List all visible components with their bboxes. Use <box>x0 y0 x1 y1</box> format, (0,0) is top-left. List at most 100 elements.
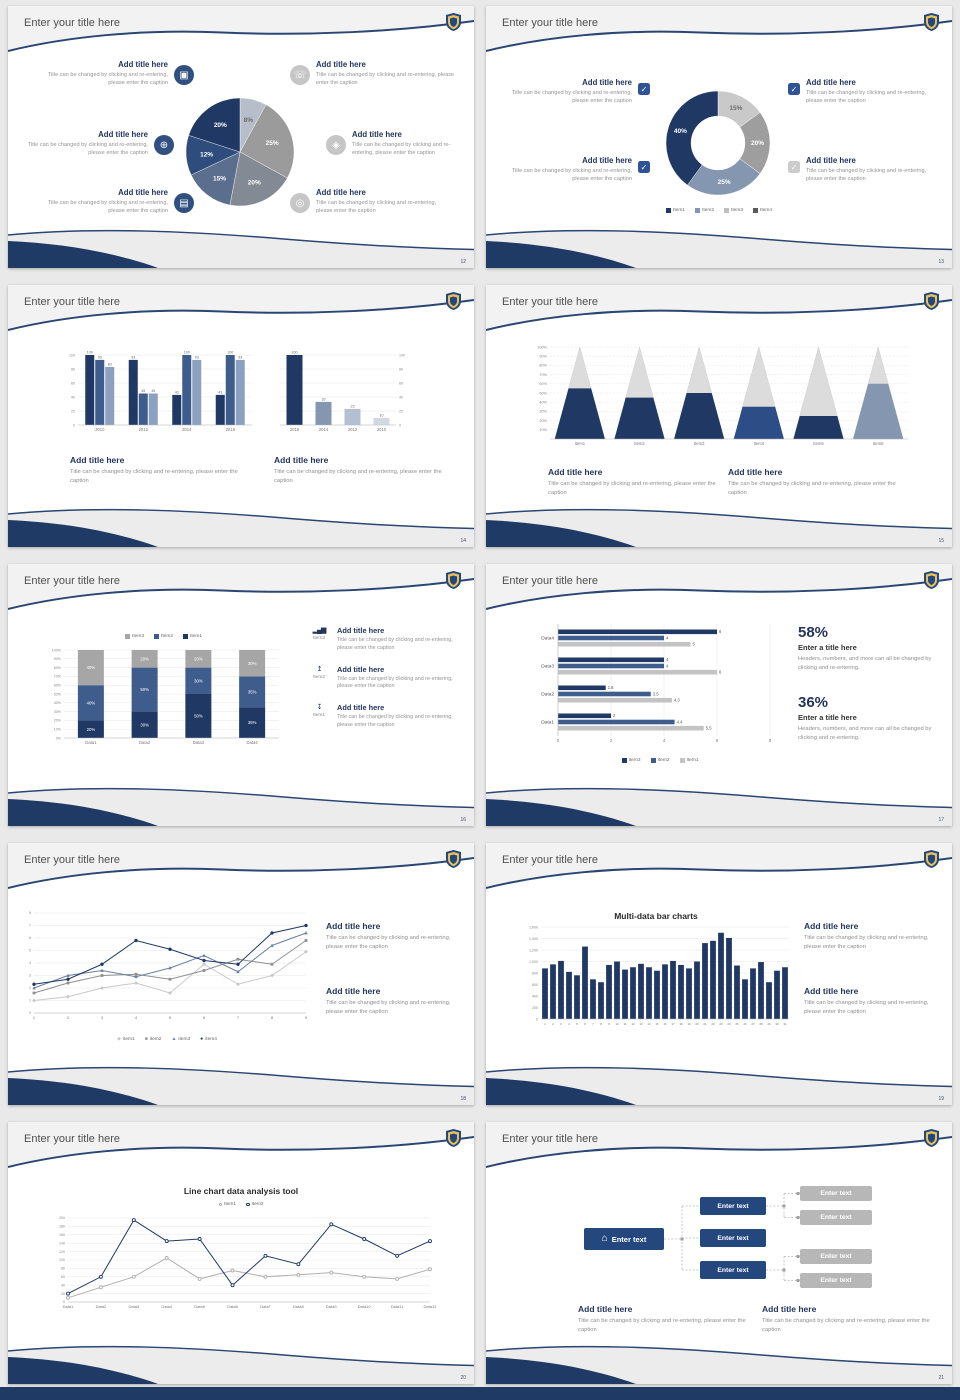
svg-text:100: 100 <box>184 350 190 354</box>
block-caption: Title can be changed by clicking and re-… <box>47 200 168 215</box>
block-caption: Title can be changed by clicking and re-… <box>326 1000 451 1015</box>
svg-text:40: 40 <box>71 395 75 399</box>
page-number: 16 <box>460 817 466 823</box>
block-title: Add title here <box>98 130 148 139</box>
top-swoosh-graphic <box>486 6 952 52</box>
svg-text:93: 93 <box>131 355 135 359</box>
svg-text:19: 19 <box>687 1022 691 1026</box>
svg-text:70%: 70% <box>539 373 547 377</box>
svg-text:3.5: 3.5 <box>653 691 659 696</box>
block-title: Add title here <box>326 921 381 931</box>
legend-item: Item3 <box>724 208 743 213</box>
svg-text:100%: 100% <box>537 345 547 349</box>
svg-text:Data1: Data1 <box>541 720 554 726</box>
top-swoosh-graphic <box>486 843 952 889</box>
svg-text:30%: 30% <box>248 661 257 666</box>
block-title: Add title here <box>806 78 856 87</box>
monitor-icon: ▣ <box>174 65 194 85</box>
svg-text:100: 100 <box>399 353 405 357</box>
legend-item: Item2 <box>246 1202 264 1207</box>
svg-text:43: 43 <box>218 390 222 394</box>
block-title: Add title here <box>316 188 366 197</box>
legend-marker <box>246 1202 250 1207</box>
hbar-legend: Item3 Item2 Item1 <box>526 758 794 763</box>
legend-swatch <box>125 634 130 639</box>
legend-item: Item2 <box>650 758 670 763</box>
block-title: Add title here <box>806 156 856 165</box>
svg-text:4: 4 <box>29 961 31 965</box>
block-title: Add title here <box>337 664 385 674</box>
svg-text:26: 26 <box>743 1022 747 1026</box>
page-number: 21 <box>938 1375 944 1381</box>
svg-text:2012: 2012 <box>139 427 149 432</box>
slide-thumbnail-19[interactable]: Enter your title here 19 Multi-data bar … <box>486 843 952 1105</box>
svg-text:15%: 15% <box>213 176 226 183</box>
legend-item: ■ item2 <box>144 1036 162 1043</box>
svg-text:43: 43 <box>175 390 179 394</box>
svg-text:8: 8 <box>769 738 772 743</box>
legend-marker: ◆ <box>117 1036 121 1042</box>
svg-text:6: 6 <box>203 1015 206 1020</box>
flow-box: Enter text <box>800 1273 872 1288</box>
legend-item: Item3 <box>125 634 144 639</box>
svg-text:0: 0 <box>399 423 401 427</box>
bottom-swoosh-graphic <box>8 229 474 268</box>
legend-item: ◆ item1 <box>117 1036 135 1043</box>
slide-thumbnail-17[interactable]: Enter your title here 17 0 2 4 6 8 Data4 6 4 5 Da… <box>486 564 952 826</box>
svg-text:93: 93 <box>195 355 199 359</box>
block-title: Add title here <box>804 986 859 996</box>
svg-text:Item6: Item6 <box>873 441 884 446</box>
crest-logo-icon <box>446 850 461 868</box>
icon-text-row: ↥ Item2 Add title here Title can be change… <box>308 665 470 692</box>
slide-thumbnail-21[interactable]: Enter your title here 21 ⌂ Enter text Ent… <box>486 1122 952 1384</box>
svg-text:30%: 30% <box>140 722 149 727</box>
svg-text:15%: 15% <box>729 105 742 112</box>
svg-text:Data12: Data12 <box>424 1304 438 1309</box>
chart-title: Multi-data bar charts <box>614 911 698 921</box>
crest-logo-icon <box>924 850 939 868</box>
slide-thumbnail-13[interactable]: Enter your title here 13 15% 20% 25% 40% It… <box>486 6 952 268</box>
line-legend: ◆ item1 ■ item2 ▲ item3 ● item4 <box>18 1036 316 1043</box>
top-swoosh-graphic <box>486 285 952 331</box>
svg-text:6: 6 <box>719 629 722 634</box>
stat-title: Enter a title here <box>798 643 857 652</box>
svg-text:80%: 80% <box>54 666 62 670</box>
text-block: Add title here Title can be changed by c… <box>326 921 464 951</box>
block-caption: Title can be changed by clicking and re-… <box>762 1318 930 1333</box>
slide-thumbnail-20[interactable]: Enter your title here 20 Line chart data… <box>8 1122 474 1384</box>
slide-thumbnail-14[interactable]: Enter your title here 14 0 20 40 60 80 100 100… <box>8 285 474 547</box>
bottom-swoosh-graphic <box>486 1345 952 1384</box>
svg-text:50%: 50% <box>194 714 203 719</box>
svg-text:40%: 40% <box>539 401 547 405</box>
slide-title: Enter your title here <box>24 17 120 29</box>
svg-text:10: 10 <box>380 413 384 417</box>
crest-logo-icon <box>924 13 939 31</box>
svg-text:25%: 25% <box>266 140 279 147</box>
svg-text:3: 3 <box>101 1015 104 1020</box>
slide-title: Enter your title here <box>502 575 598 587</box>
bottom-swoosh-graphic <box>8 787 474 826</box>
legend-swatch <box>695 208 700 213</box>
legend-item: Item1 <box>218 1202 236 1207</box>
slide-thumbnail-16[interactable]: Enter your title here 16 Item3 Item2 Ite… <box>8 564 474 826</box>
slide-thumbnail-12[interactable]: Enter your title here 12 8% 25% 20% 15% 12% 2… <box>8 6 474 268</box>
block-caption: Title can be changed by clicking and re-… <box>352 142 451 157</box>
svg-text:1,400: 1,400 <box>529 937 538 941</box>
svg-text:45: 45 <box>141 389 145 393</box>
block-title: Add title here <box>582 78 632 87</box>
svg-text:50%: 50% <box>54 692 62 696</box>
svg-text:80: 80 <box>61 1267 65 1271</box>
svg-text:40%: 40% <box>54 701 62 705</box>
block-title: Add title here <box>70 455 125 465</box>
crest-logo-icon <box>924 1129 939 1147</box>
stat-block: 58% Enter a title here Headers, numbers,… <box>798 624 942 672</box>
feature-block: Add title here Title can be changed by cl… <box>36 188 194 215</box>
svg-text:Item4: Item4 <box>754 441 765 446</box>
svg-text:12%: 12% <box>200 151 213 158</box>
slide-thumbnail-15[interactable]: Enter your title here 15 10% 20% 30% 40% 50%… <box>486 285 952 547</box>
svg-text:60: 60 <box>71 381 75 385</box>
checkbox-icon: ✓ <box>638 83 650 95</box>
block-caption: Title can be changed by clicking and re-… <box>337 714 453 729</box>
svg-text:Data2: Data2 <box>139 740 151 745</box>
